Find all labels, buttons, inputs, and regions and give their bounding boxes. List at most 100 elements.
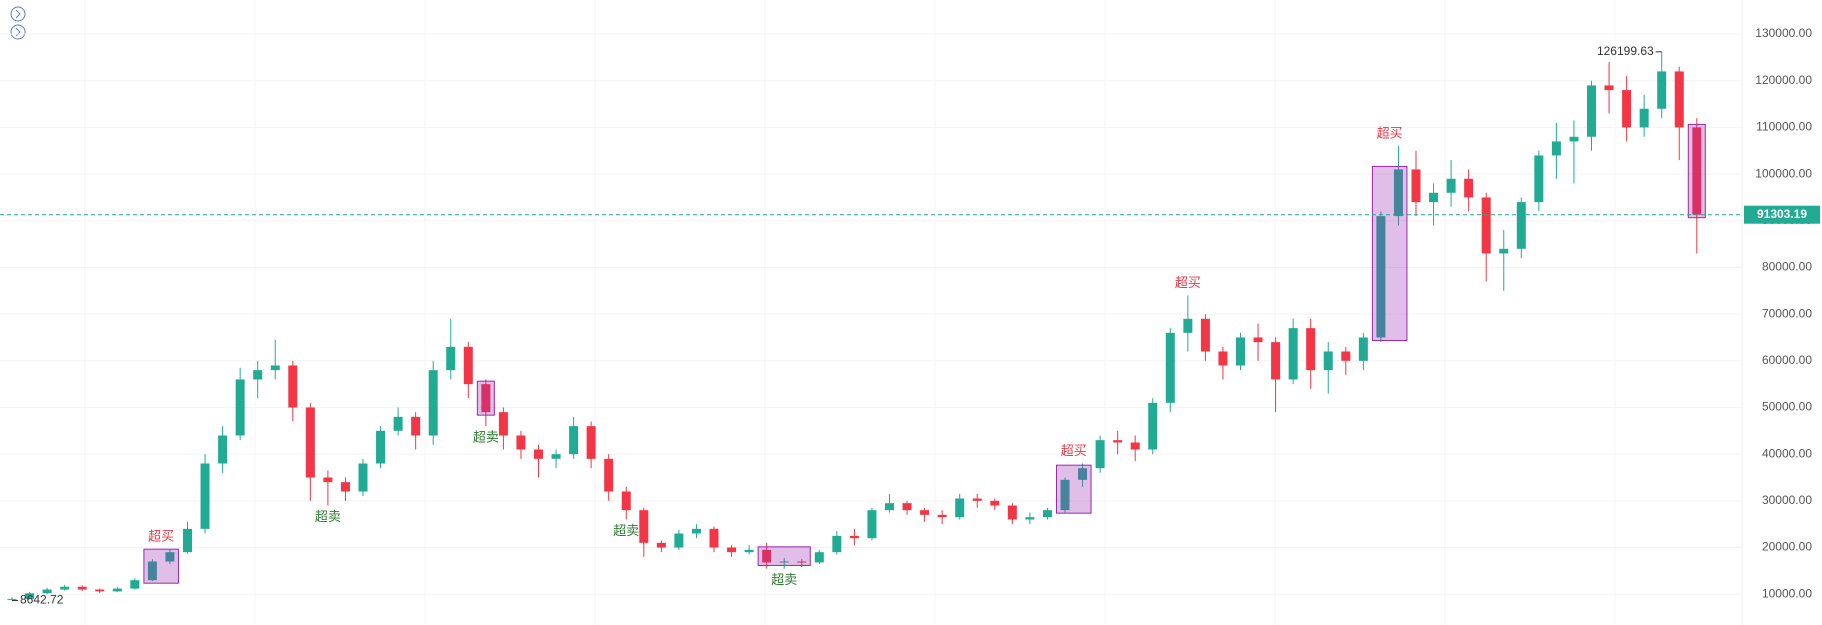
candle-body bbox=[1446, 178, 1456, 193]
y-tick-label: 80000.00 bbox=[1762, 260, 1812, 274]
y-tick-label: 120000.00 bbox=[1755, 73, 1812, 87]
signal-box bbox=[476, 380, 495, 416]
candle-body bbox=[516, 435, 526, 450]
y-tick-label: 20000.00 bbox=[1762, 540, 1812, 554]
candle-body bbox=[656, 542, 666, 548]
last-price-label: 91303.19 bbox=[1757, 207, 1807, 221]
candle-body bbox=[762, 549, 772, 563]
candle-body bbox=[569, 426, 579, 455]
candle-body bbox=[1551, 141, 1561, 156]
signal-label: 超买 bbox=[1061, 443, 1087, 458]
y-tick-label: 50000.00 bbox=[1762, 400, 1812, 414]
candle-body bbox=[1288, 328, 1298, 380]
candle-body bbox=[1095, 440, 1105, 469]
signal-label: 超买 bbox=[1377, 126, 1403, 141]
toolbar[interactable] bbox=[10, 6, 26, 40]
candle-body bbox=[288, 365, 298, 408]
candle-body bbox=[639, 510, 649, 543]
signal-box bbox=[1371, 165, 1408, 341]
candle-body bbox=[1481, 197, 1491, 254]
candle-body bbox=[1341, 351, 1351, 361]
candle-body bbox=[1253, 337, 1263, 343]
candle-body bbox=[744, 549, 754, 553]
candle-body bbox=[1674, 71, 1684, 128]
candle-body bbox=[832, 535, 842, 553]
candle-body bbox=[446, 346, 456, 371]
candle-body bbox=[814, 552, 824, 563]
signal-label: 超卖 bbox=[613, 523, 639, 538]
expand-icon[interactable] bbox=[10, 24, 26, 40]
candle-body bbox=[1060, 479, 1070, 511]
candle-body bbox=[428, 370, 438, 436]
candle-body bbox=[902, 503, 912, 511]
min-label: 8642.72 bbox=[20, 593, 64, 607]
candle-body bbox=[709, 528, 719, 548]
candle-body bbox=[1516, 202, 1526, 249]
candle-body bbox=[1200, 318, 1210, 352]
candle-body bbox=[323, 477, 333, 483]
candle-body bbox=[972, 498, 982, 501]
y-tick-label: 110000.00 bbox=[1756, 120, 1812, 134]
candle-body bbox=[1692, 127, 1702, 215]
candle-body bbox=[463, 346, 473, 385]
candle-body bbox=[797, 561, 807, 563]
candle-body bbox=[1113, 440, 1123, 443]
candle-body bbox=[112, 588, 122, 592]
candle-body bbox=[340, 482, 350, 492]
candle-body bbox=[779, 561, 789, 563]
signal-label: 超卖 bbox=[315, 509, 341, 524]
candle-body bbox=[253, 370, 263, 380]
candle-body bbox=[305, 407, 315, 478]
candle-body bbox=[393, 416, 403, 431]
candle-body bbox=[621, 491, 631, 511]
candle-body bbox=[937, 514, 947, 518]
candle-body bbox=[534, 449, 543, 459]
candle-body bbox=[481, 384, 491, 413]
candle-body bbox=[130, 580, 140, 589]
expand-arrow bbox=[15, 27, 21, 37]
candle-body bbox=[1165, 332, 1175, 403]
y-tick-label: 130000.00 bbox=[1755, 26, 1812, 40]
candle-body bbox=[77, 586, 87, 590]
candle-body bbox=[674, 533, 684, 548]
candle-body bbox=[1007, 505, 1017, 520]
candle-body bbox=[867, 510, 877, 539]
candle-body bbox=[42, 589, 52, 594]
signal-box bbox=[1056, 464, 1092, 514]
candle-body bbox=[183, 528, 192, 553]
candle-body bbox=[990, 500, 1000, 506]
candle-body bbox=[1236, 337, 1245, 366]
candle-body bbox=[727, 547, 737, 553]
candle-body bbox=[95, 589, 105, 592]
candle-body bbox=[376, 430, 386, 464]
candle-body bbox=[586, 426, 596, 459]
candle-body bbox=[551, 454, 561, 459]
candle-body bbox=[1622, 90, 1632, 128]
candle-body bbox=[1587, 85, 1596, 137]
candle-body bbox=[1025, 517, 1035, 520]
candle-body bbox=[25, 593, 35, 599]
y-tick-label: 30000.00 bbox=[1762, 493, 1812, 507]
candle-body bbox=[1376, 216, 1386, 338]
signal-label: 超买 bbox=[1175, 275, 1201, 290]
candle-body bbox=[1271, 342, 1281, 380]
expand-icon[interactable] bbox=[10, 6, 26, 22]
candle-body bbox=[920, 510, 930, 515]
y-tick-label: 70000.00 bbox=[1762, 306, 1812, 320]
candle-body bbox=[1148, 402, 1158, 450]
candle-body bbox=[1358, 337, 1368, 361]
signal-box bbox=[757, 546, 811, 566]
candle-body bbox=[1499, 248, 1509, 254]
candle-body bbox=[604, 458, 614, 492]
candle-body bbox=[411, 416, 421, 436]
candle-body bbox=[60, 586, 70, 590]
candle-body bbox=[1130, 442, 1140, 450]
candle-body bbox=[270, 365, 280, 371]
candle-body bbox=[955, 498, 965, 518]
candle-body bbox=[7, 598, 17, 600]
candle-body bbox=[885, 503, 894, 511]
y-tick-label: 10000.00 bbox=[1762, 586, 1812, 600]
